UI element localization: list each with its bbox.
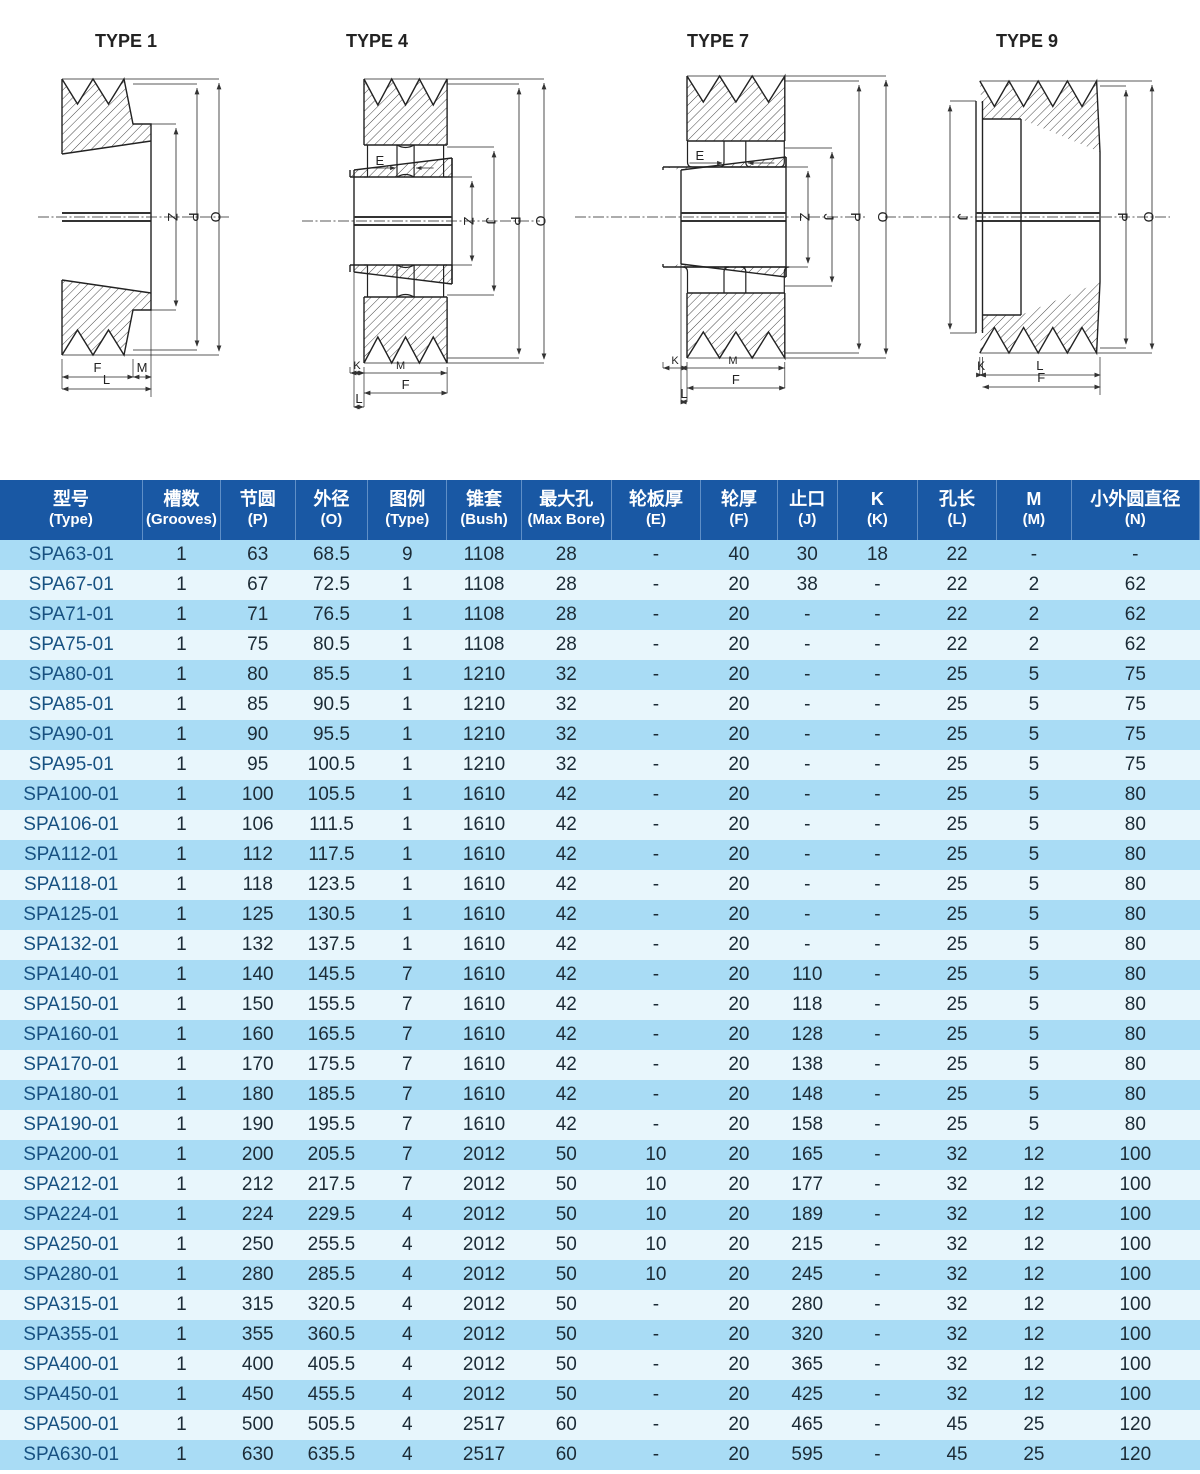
svg-text:L: L xyxy=(103,372,110,387)
svg-text:K: K xyxy=(353,360,361,372)
svg-text:J: J xyxy=(483,218,499,225)
svg-text:K: K xyxy=(671,355,679,367)
svg-text:E: E xyxy=(696,148,705,163)
svg-text:Z: Z xyxy=(165,213,181,222)
svg-text:F: F xyxy=(94,360,102,375)
svg-text:TYPE 9: TYPE 9 xyxy=(996,31,1058,51)
svg-text:P: P xyxy=(848,212,864,221)
svg-text:Z: Z xyxy=(797,213,813,222)
svg-text:P: P xyxy=(1115,212,1131,221)
svg-text:E: E xyxy=(376,153,385,168)
svg-text:K: K xyxy=(977,359,985,373)
svg-text:M: M xyxy=(137,360,148,375)
svg-text:M: M xyxy=(396,360,405,372)
svg-text:L: L xyxy=(680,386,687,401)
svg-text:F: F xyxy=(732,372,740,387)
svg-text:O: O xyxy=(1141,212,1157,223)
svg-text:P: P xyxy=(508,216,524,225)
svg-text:TYPE 4: TYPE 4 xyxy=(346,31,408,51)
svg-text:J: J xyxy=(821,214,837,221)
svg-text:O: O xyxy=(208,212,224,223)
svg-text:J: J xyxy=(955,214,971,221)
svg-text:F: F xyxy=(402,377,410,392)
svg-text:F: F xyxy=(1037,370,1045,385)
svg-text:M: M xyxy=(728,355,737,367)
svg-text:TYPE 7: TYPE 7 xyxy=(687,31,749,51)
svg-text:Z: Z xyxy=(461,217,477,226)
svg-text:TYPE 1: TYPE 1 xyxy=(95,31,157,51)
svg-text:O: O xyxy=(533,216,549,227)
svg-text:P: P xyxy=(186,212,202,221)
svg-text:L: L xyxy=(355,391,362,406)
